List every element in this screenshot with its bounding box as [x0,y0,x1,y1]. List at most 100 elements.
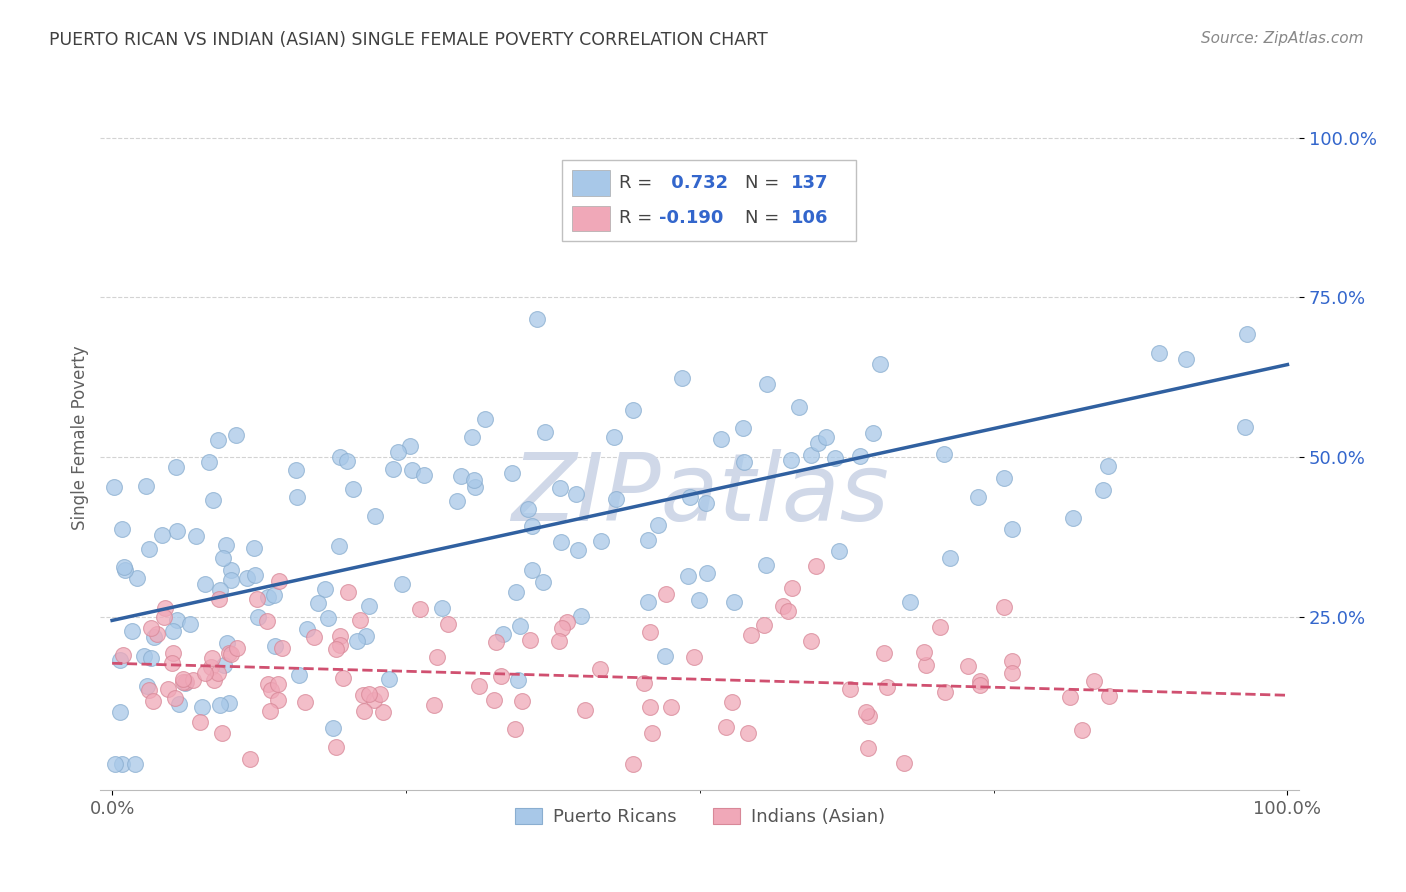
Point [328,539,350,553]
Point [501,467,523,481]
Point [638,625,661,640]
Point [219,573,242,587]
Point [357,688,380,702]
Point [246,609,269,624]
Point [188,715,211,730]
Point [111,522,134,536]
Point [482,693,505,707]
Point [162,646,184,660]
Point [856,741,879,756]
Text: 106: 106 [792,210,828,227]
Point [329,638,352,652]
Point [474,411,496,425]
FancyBboxPatch shape [562,161,856,241]
Point [446,494,468,508]
Point [647,517,669,532]
Point [463,473,485,487]
Point [696,566,718,581]
Point [295,622,318,636]
Point [219,563,242,577]
Point [135,479,157,493]
Point [256,614,278,628]
Point [209,698,232,712]
Point [740,628,762,642]
Point [209,583,232,598]
Point [710,433,733,447]
Point [357,599,380,613]
Point [132,648,155,663]
Point [314,582,336,596]
Point [121,624,143,639]
Point [153,601,176,615]
Text: 137: 137 [792,174,828,192]
Point [266,693,288,707]
Text: 0.732: 0.732 [665,174,728,192]
Point [603,430,626,444]
Point [855,705,877,719]
Point [804,559,827,574]
Point [215,636,238,650]
Point [752,617,775,632]
Point [776,604,799,618]
Point [267,574,290,588]
Point [893,756,915,770]
Point [929,620,952,634]
Point [256,591,278,605]
Point [869,357,891,371]
Point [111,757,134,772]
Point [165,691,187,706]
Point [548,634,571,648]
Point [464,480,486,494]
Text: Source: ZipAtlas.com: Source: ZipAtlas.com [1201,31,1364,46]
Point [807,435,830,450]
Point [789,401,811,415]
Point [1001,522,1024,536]
Point [934,685,956,699]
Point [721,695,744,709]
Point [271,640,294,655]
Point [633,676,655,690]
Point [108,653,131,667]
Point [574,703,596,717]
Point [849,449,872,463]
Point [246,592,269,607]
Point [336,585,359,599]
Point [993,471,1015,485]
Point [509,618,531,632]
Point [349,614,371,628]
Point [567,543,589,558]
Point [548,481,571,495]
Point [172,675,194,690]
Point [322,721,344,735]
Point [387,445,409,459]
Point [772,599,794,614]
Point [679,490,702,504]
Point [756,377,779,392]
Point [638,700,661,714]
Point [352,688,374,702]
Point [201,650,224,665]
Point [135,679,157,693]
Point [336,454,359,468]
Point [364,509,387,524]
Point [1097,458,1119,473]
Point [800,448,823,462]
Point [1098,690,1121,704]
Bar [571,205,610,231]
Point [162,624,184,638]
Point [426,649,449,664]
Point [450,469,472,483]
Text: N =: N = [745,174,786,192]
Point [967,490,990,504]
Point [551,621,574,635]
Point [207,665,229,680]
Point [780,581,803,595]
Point [138,541,160,556]
Point [245,567,267,582]
Point [733,455,755,469]
Point [172,672,194,686]
Point [114,563,136,577]
Point [510,694,533,708]
Point [288,667,311,681]
Point [412,467,434,482]
